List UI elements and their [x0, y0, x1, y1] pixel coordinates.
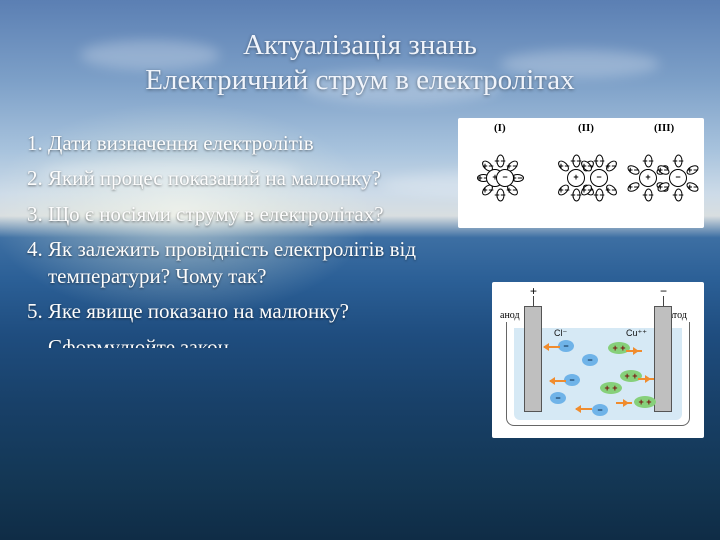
charge-sign: − [611, 185, 618, 195]
ion-arrow [576, 408, 592, 410]
cluster-label: (I) [494, 122, 506, 134]
charge-sign: − [663, 182, 670, 192]
wire [663, 296, 664, 306]
list-item: Дати визначення електролітів [48, 130, 450, 157]
slide: Актуалізація знань Електричний струм в е… [0, 0, 720, 540]
charge-sign: − [633, 182, 640, 192]
charge-sign: − [674, 172, 682, 182]
anion: − [592, 404, 608, 416]
slide-title: Актуалізація знань Електричний струм в е… [0, 28, 720, 99]
cl-label: Cl⁻ [554, 328, 567, 339]
charge-sign: − [586, 185, 593, 195]
title-line-2: Електричний струм в електролітах [145, 64, 574, 96]
charge-sign: − [648, 190, 655, 200]
cation: + + [600, 382, 622, 394]
figure-dissociation: (I)(II)(III)+−+−+−+−+−+−+−+−+−+−+−+−+−+−… [458, 118, 704, 228]
charge-sign: − [678, 156, 685, 166]
list-item: Який процес показаний на малюнку? [48, 165, 450, 192]
ion-arrow [638, 378, 654, 380]
charge-sign: − [501, 172, 509, 182]
ion-arrow [626, 350, 642, 352]
cathode-electrode [654, 306, 672, 412]
wire [533, 296, 534, 306]
list-item: Сформулюйте закон [48, 334, 450, 348]
charge-sign: + [572, 172, 580, 182]
charge-sign: − [663, 165, 670, 175]
anode-label: анод [500, 310, 520, 321]
ion-arrow [616, 402, 632, 404]
cation: + + [620, 370, 642, 382]
charge-sign: − [633, 165, 640, 175]
anion: − [564, 374, 580, 386]
charge-sign: − [648, 156, 655, 166]
charge-sign: + [644, 172, 652, 182]
charge-sign: − [692, 165, 699, 175]
anion: − [582, 354, 598, 366]
cation: + + [634, 396, 656, 408]
charge-sign: − [599, 190, 606, 200]
cation: + + [608, 342, 630, 354]
title-line-1: Актуалізація знань [243, 29, 477, 61]
cu-label: Cu⁺⁺ [626, 328, 647, 339]
list-item: Що є носіями струму в електролітах? [48, 201, 450, 228]
charge-sign: − [595, 172, 603, 182]
charge-sign: − [500, 190, 507, 200]
cluster-label: (II) [578, 122, 594, 134]
anion: − [558, 340, 574, 352]
charge-sign: − [563, 185, 570, 195]
anode-electrode [524, 306, 542, 412]
cluster-label: (III) [654, 122, 674, 134]
ion-arrow [544, 346, 560, 348]
figure-electrolysis: + − анод катод Cl⁻ Cu⁺⁺ −−−−−+ ++ ++ ++ … [492, 282, 704, 438]
list-item: Яке явище показано на малюнку? [48, 298, 450, 325]
question-list: Дати визначення електролітів Який процес… [20, 130, 450, 356]
list-item: Як залежить провідність електролітів від… [48, 236, 450, 291]
ion-arrow [550, 380, 566, 382]
charge-sign: − [517, 173, 524, 183]
charge-sign: − [611, 161, 618, 171]
charge-sign: − [512, 185, 519, 195]
charge-sign: − [678, 190, 685, 200]
charge-sign: − [512, 161, 519, 171]
anion: − [550, 392, 566, 404]
charge-sign: − [692, 182, 699, 192]
